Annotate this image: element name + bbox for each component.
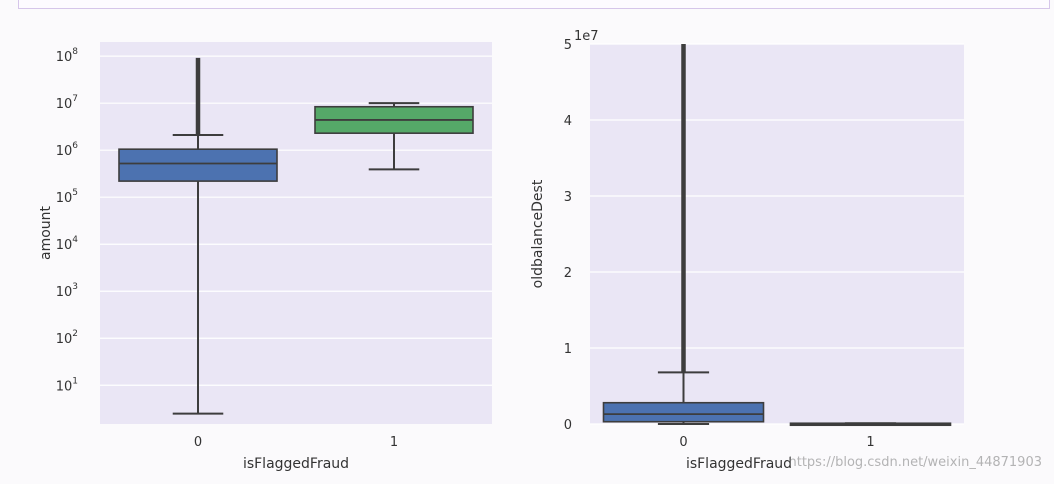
- plot-area-2: [590, 44, 964, 424]
- y-tick-label: 3: [564, 190, 572, 205]
- box-0: [602, 401, 765, 423]
- y-tick-label: 102: [56, 329, 78, 347]
- x-tick-label: 0: [679, 435, 687, 450]
- y-tick-label: 105: [56, 188, 78, 206]
- x-tick-label: 1: [866, 435, 874, 450]
- y-offset-text: 1e7: [574, 29, 599, 44]
- y-tick-label: 1: [564, 342, 572, 357]
- y-tick-label: 104: [56, 235, 79, 253]
- y-tick-label: 106: [56, 141, 79, 159]
- y-tick-label: 108: [56, 47, 79, 65]
- y-tick-label: 5: [564, 38, 572, 53]
- x-tick-label: 0: [194, 435, 202, 450]
- y-tick-label: 103: [56, 282, 78, 300]
- watermark: https://blog.csdn.net/weixin_44871903: [788, 455, 1042, 470]
- plot-area-1: [100, 42, 492, 424]
- y-axis-label: oldbalanceDest: [530, 179, 546, 288]
- box-0: [118, 148, 278, 182]
- y-axis-label: amount: [38, 205, 54, 260]
- x-axis-label: isFlaggedFraud: [243, 456, 349, 472]
- notebook-cell-border: [18, 0, 1050, 9]
- x-axis-label: isFlaggedFraud: [686, 456, 792, 472]
- y-tick-label: 101: [56, 376, 78, 394]
- y-tick-label: 107: [56, 94, 78, 112]
- x-tick-label: 1: [390, 435, 398, 450]
- y-tick-label: 2: [564, 266, 572, 281]
- y-tick-label: 4: [564, 114, 572, 129]
- y-tick-label: 0: [564, 418, 572, 433]
